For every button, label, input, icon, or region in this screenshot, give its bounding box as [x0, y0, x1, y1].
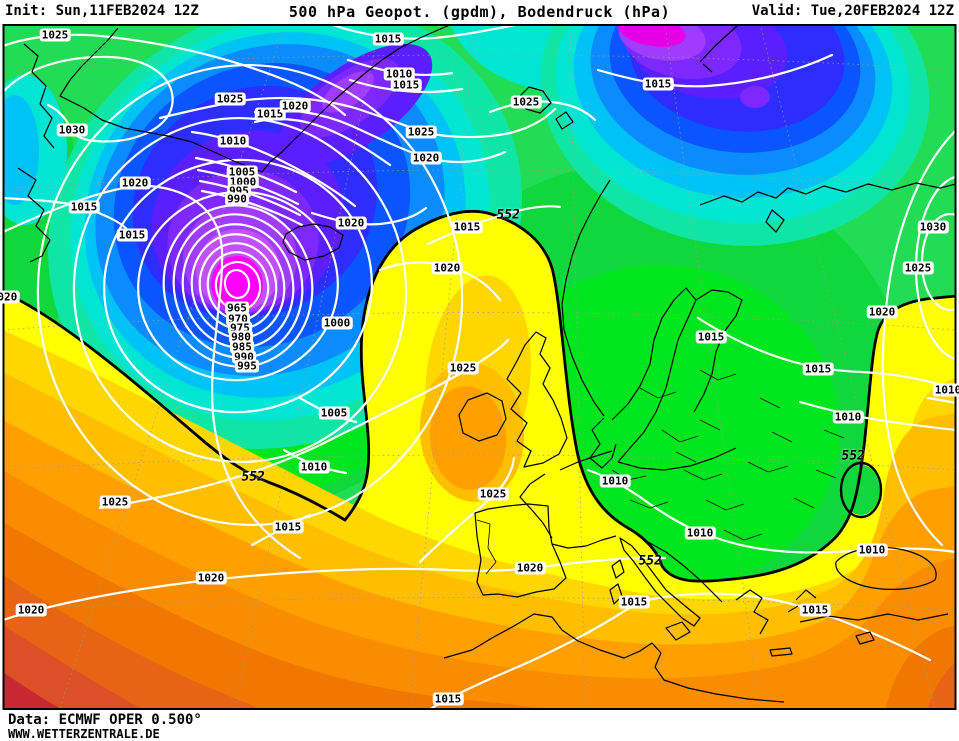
- coastlines: [17, 24, 956, 703]
- valid-timestamp: Valid: Tue,20FEB2024 12Z: [751, 3, 954, 19]
- geopotential-552-contour: [3, 210, 956, 583]
- website-text: WWW.WETTERZENTRALE.DE: [8, 727, 160, 741]
- map-border: [2, 24, 957, 710]
- map-title: 500 hPa Geopot. (gpdm), Bodendruck (hPa): [288, 3, 671, 21]
- header-bar: Init: Sun,11FEB2024 12Z 500 hPa Geopot. …: [0, 0, 959, 24]
- data-source-text: Data: ECMWF OPER 0.500°: [8, 712, 202, 728]
- footer-bar: Data: ECMWF OPER 0.500° WWW.WETTERZENTRA…: [0, 710, 959, 741]
- init-timestamp: Init: Sun,11FEB2024 12Z: [5, 3, 199, 19]
